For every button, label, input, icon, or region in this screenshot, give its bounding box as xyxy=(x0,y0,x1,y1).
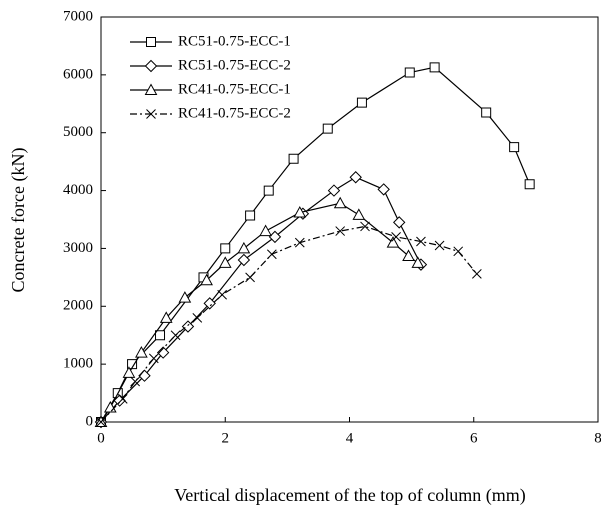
marker xyxy=(404,67,415,78)
marker xyxy=(117,394,128,404)
marker xyxy=(217,289,227,300)
marker xyxy=(259,224,272,237)
marker xyxy=(170,330,181,341)
marker xyxy=(245,272,255,283)
marker xyxy=(192,313,203,323)
y-tick-label: 5000 xyxy=(63,124,93,140)
y-tick-label: 3000 xyxy=(63,240,93,256)
legend-label: RC51-0.75-ECC-1 xyxy=(178,33,291,49)
marker xyxy=(392,216,406,229)
legend-marker xyxy=(144,59,158,73)
marker xyxy=(402,249,415,261)
x-tick-label: 2 xyxy=(222,430,230,446)
y-tick-label: 2000 xyxy=(63,298,93,314)
marker xyxy=(333,196,347,209)
series-line xyxy=(100,225,478,423)
legend-marker xyxy=(146,37,156,47)
marker xyxy=(245,210,256,221)
marker xyxy=(352,208,366,220)
marker xyxy=(130,376,141,387)
marker xyxy=(218,256,232,268)
marker xyxy=(155,330,166,341)
marker xyxy=(360,221,370,232)
marker xyxy=(288,153,299,164)
marker xyxy=(237,253,251,267)
marker xyxy=(178,291,192,303)
marker xyxy=(472,269,482,279)
x-tick-label: 4 xyxy=(346,430,354,446)
series-line xyxy=(100,202,419,423)
marker xyxy=(434,240,445,251)
marker xyxy=(481,107,492,118)
marker xyxy=(96,417,106,427)
y-tick-label: 6000 xyxy=(63,66,93,82)
legend-marker xyxy=(146,109,156,119)
marker xyxy=(200,273,213,286)
x-tick-label: 8 xyxy=(594,430,601,446)
marker xyxy=(391,232,401,242)
marker xyxy=(127,359,138,370)
marker xyxy=(294,237,305,248)
legend-label: RC41-0.75-ECC-1 xyxy=(178,81,291,97)
marker xyxy=(263,185,274,196)
y-axis-label: Concrete force (kN) xyxy=(8,148,29,293)
legend-label: RC51-0.75-ECC-2 xyxy=(178,57,291,73)
marker xyxy=(122,366,136,378)
x-tick-label: 6 xyxy=(470,430,478,446)
x-tick-label: 0 xyxy=(97,430,105,446)
marker xyxy=(411,256,425,268)
y-tick-label: 1000 xyxy=(63,356,93,372)
x-axis-label: Vertical displacement of the top of colu… xyxy=(174,485,525,506)
legend-label: RC41-0.75-ECC-2 xyxy=(178,105,291,121)
marker xyxy=(293,206,307,218)
plot-frame xyxy=(100,16,599,423)
marker xyxy=(349,171,362,184)
marker xyxy=(266,249,277,260)
y-tick-label: 0 xyxy=(86,413,94,429)
marker xyxy=(356,97,367,108)
marker xyxy=(181,320,195,333)
marker xyxy=(148,353,159,364)
marker xyxy=(429,62,440,73)
marker xyxy=(386,236,400,248)
marker xyxy=(335,226,346,236)
marker xyxy=(377,183,390,196)
marker xyxy=(509,142,520,153)
marker xyxy=(135,346,148,358)
marker xyxy=(416,236,426,247)
marker xyxy=(203,297,216,310)
marker xyxy=(327,184,341,197)
series-line xyxy=(100,176,422,423)
marker xyxy=(237,241,251,254)
marker xyxy=(159,311,173,323)
marker xyxy=(220,243,231,254)
marker xyxy=(524,179,535,190)
series-line xyxy=(100,66,531,423)
marker xyxy=(322,123,333,134)
y-tick-label: 7000 xyxy=(63,8,93,24)
marker xyxy=(156,346,170,359)
marker xyxy=(453,246,464,257)
legend-marker xyxy=(144,83,158,95)
y-tick-label: 4000 xyxy=(63,182,93,198)
